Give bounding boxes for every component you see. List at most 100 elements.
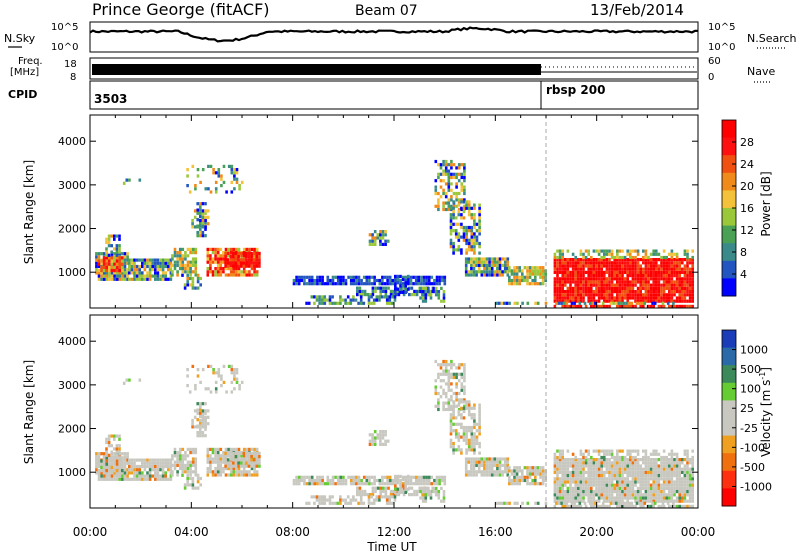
power-cell [472, 257, 476, 261]
power-cell [342, 278, 345, 283]
velocity-cell [199, 424, 202, 428]
power-cell [592, 296, 596, 300]
power-cell [352, 298, 355, 302]
velocity-cell [528, 469, 532, 473]
velocity-cell [173, 451, 177, 455]
power-cell [460, 182, 464, 186]
velocity-cell [621, 499, 624, 503]
velocity-cell [388, 495, 392, 499]
velocity-cell [422, 478, 426, 483]
power-cell [631, 277, 635, 281]
velocity-cell [618, 499, 622, 503]
power-cell [675, 258, 679, 262]
power-cell [670, 296, 674, 300]
power-cell [126, 258, 129, 262]
velocity-cell [675, 461, 679, 465]
velocity-cell [216, 451, 220, 455]
velocity-cell [610, 464, 614, 468]
power-cell [556, 280, 559, 284]
power-cell [485, 263, 489, 267]
velocity-cell [541, 472, 545, 476]
velocity-cell [107, 437, 111, 441]
power-cell [308, 282, 311, 286]
power-cell [470, 229, 474, 233]
velocity-cell [508, 478, 511, 483]
power-cell [239, 251, 243, 255]
velocity-cell [252, 451, 256, 455]
power-cell [579, 252, 583, 256]
velocity-cell [444, 407, 448, 412]
power-cell [561, 293, 564, 297]
power-cell [463, 179, 466, 183]
power-cell [513, 266, 516, 270]
power-cell [571, 286, 575, 290]
power-cell [123, 252, 127, 256]
velocity-cell [539, 475, 542, 479]
power-cell [562, 301, 566, 305]
power-cell [569, 274, 572, 278]
power-cell [226, 251, 230, 255]
power-cell [660, 299, 663, 303]
power-cell [235, 273, 238, 277]
velocity-cell [634, 458, 637, 462]
velocity-cell [115, 456, 119, 460]
velocity-cell [639, 458, 642, 462]
power-cell [118, 234, 121, 238]
velocity-cell [662, 467, 666, 471]
velocity-cell [232, 461, 235, 465]
power-cell [608, 267, 611, 271]
power-cell [688, 274, 692, 278]
velocity-cell [452, 429, 455, 433]
power-cell [381, 242, 385, 246]
freq-unit: [MHz] [10, 67, 39, 78]
power-cell [467, 200, 471, 204]
power-cell [635, 301, 639, 305]
velocity-cell [122, 381, 126, 385]
power-cell [691, 280, 694, 284]
power-cell [196, 225, 200, 229]
velocity-cell [186, 454, 190, 458]
power-cell [305, 301, 308, 305]
power-cell [135, 271, 139, 275]
velocity-cell [539, 472, 542, 476]
velocity-cell [605, 458, 609, 462]
power-cell [334, 275, 337, 279]
power-cell [564, 258, 567, 262]
power-cell [452, 206, 455, 210]
power-cell [673, 274, 676, 278]
velocity-cell [118, 456, 121, 460]
velocity-cell [463, 379, 466, 383]
velocity-cell [235, 377, 239, 381]
velocity-cell [634, 461, 637, 465]
velocity-cell [523, 466, 527, 470]
velocity-cell [612, 501, 615, 505]
power-cell [171, 270, 174, 274]
velocity-cell [238, 387, 241, 391]
power-cell [571, 258, 575, 262]
velocity-cell [661, 501, 665, 505]
velocity-cell [126, 471, 129, 475]
velocity-cell [181, 463, 185, 467]
velocity-cell [485, 457, 489, 461]
velocity-cell [239, 451, 243, 455]
power-cell [629, 290, 632, 294]
power-cell [642, 286, 645, 290]
power-cell [460, 172, 464, 176]
velocity-cell [631, 461, 635, 465]
velocity-cell [657, 490, 661, 494]
power-cell [229, 270, 233, 274]
power-cell [569, 261, 572, 265]
velocity-cell [555, 501, 558, 505]
velocity-cell [644, 474, 648, 478]
power-cell [485, 270, 489, 274]
velocity-cell [665, 480, 668, 484]
power-cell [186, 260, 190, 264]
power-cell [616, 299, 619, 303]
velocity-cell [360, 482, 363, 486]
power-cell [623, 255, 627, 260]
power-cell [668, 270, 671, 274]
power-cell [460, 216, 463, 220]
velocity-cell [130, 471, 134, 475]
velocity-colorbar-label-close: ] [759, 367, 773, 372]
velocity-cell [566, 464, 570, 468]
